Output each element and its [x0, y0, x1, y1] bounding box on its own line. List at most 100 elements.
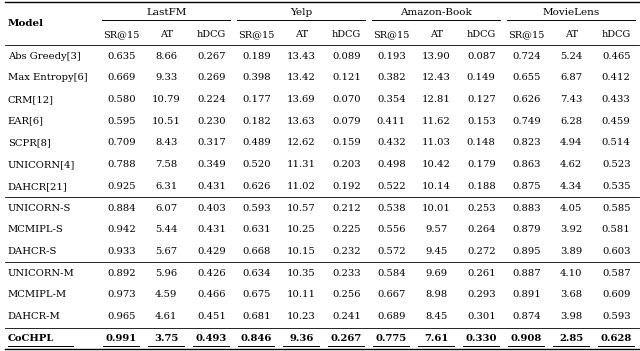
Text: 12.81: 12.81 [422, 95, 451, 104]
Text: 9.36: 9.36 [289, 334, 314, 343]
Text: CRM[12]: CRM[12] [8, 95, 54, 104]
Text: 0.212: 0.212 [332, 204, 361, 213]
Text: AT: AT [160, 30, 173, 39]
Text: 11.62: 11.62 [422, 117, 451, 126]
Text: 0.293: 0.293 [467, 290, 495, 299]
Text: 12.62: 12.62 [287, 138, 316, 147]
Text: 0.749: 0.749 [512, 117, 541, 126]
Text: 0.253: 0.253 [467, 204, 495, 213]
Text: 8.43: 8.43 [155, 138, 177, 147]
Text: 4.10: 4.10 [560, 269, 582, 278]
Text: 0.189: 0.189 [242, 52, 271, 61]
Text: 0.823: 0.823 [512, 138, 541, 147]
Text: AT: AT [564, 30, 578, 39]
Text: DAHCR-M: DAHCR-M [8, 312, 60, 321]
Text: 4.94: 4.94 [560, 138, 582, 147]
Text: 0.626: 0.626 [512, 95, 540, 104]
Text: SR@15: SR@15 [373, 30, 410, 39]
Text: 0.070: 0.070 [332, 95, 360, 104]
Text: 0.429: 0.429 [197, 247, 226, 256]
Text: 0.681: 0.681 [242, 312, 271, 321]
Text: hDCG: hDCG [332, 30, 361, 39]
Text: 0.675: 0.675 [242, 290, 271, 299]
Text: 0.465: 0.465 [602, 52, 630, 61]
Text: Yelp: Yelp [290, 8, 312, 17]
Text: MCMIPL-M: MCMIPL-M [8, 290, 67, 299]
Text: 10.57: 10.57 [287, 204, 316, 213]
Text: 0.942: 0.942 [107, 225, 136, 234]
Text: 10.35: 10.35 [287, 269, 316, 278]
Text: 0.875: 0.875 [512, 182, 541, 191]
Text: 0.269: 0.269 [197, 73, 226, 82]
Text: 0.892: 0.892 [107, 269, 136, 278]
Text: 0.261: 0.261 [467, 269, 495, 278]
Text: 0.925: 0.925 [107, 182, 136, 191]
Text: hDCG: hDCG [467, 30, 496, 39]
Text: SR@15: SR@15 [508, 30, 545, 39]
Text: 0.330: 0.330 [465, 334, 497, 343]
Text: 3.75: 3.75 [154, 334, 179, 343]
Text: 9.45: 9.45 [425, 247, 447, 256]
Text: hDCG: hDCG [602, 30, 631, 39]
Text: 0.148: 0.148 [467, 138, 496, 147]
Text: 0.724: 0.724 [512, 52, 541, 61]
Text: 0.883: 0.883 [512, 204, 541, 213]
Text: 0.933: 0.933 [107, 247, 136, 256]
Text: 0.628: 0.628 [600, 334, 632, 343]
Text: 4.62: 4.62 [560, 160, 582, 169]
Text: MCMIPL-S: MCMIPL-S [8, 225, 63, 234]
Text: 0.891: 0.891 [512, 290, 541, 299]
Text: 0.609: 0.609 [602, 290, 630, 299]
Text: 0.466: 0.466 [197, 290, 226, 299]
Text: 0.523: 0.523 [602, 160, 630, 169]
Text: 0.153: 0.153 [467, 117, 495, 126]
Text: 0.626: 0.626 [242, 182, 271, 191]
Text: 0.514: 0.514 [602, 138, 630, 147]
Text: 0.709: 0.709 [107, 138, 136, 147]
Text: 5.44: 5.44 [155, 225, 178, 234]
Text: 4.34: 4.34 [560, 182, 582, 191]
Text: 10.11: 10.11 [287, 290, 316, 299]
Text: 0.991: 0.991 [106, 334, 137, 343]
Text: 10.79: 10.79 [152, 95, 180, 104]
Text: SR@15: SR@15 [238, 30, 275, 39]
Text: 0.232: 0.232 [332, 247, 360, 256]
Text: 0.193: 0.193 [377, 52, 406, 61]
Text: 7.61: 7.61 [424, 334, 449, 343]
Text: Max Entropy[6]: Max Entropy[6] [8, 73, 87, 82]
Text: 0.411: 0.411 [377, 117, 406, 126]
Text: 13.69: 13.69 [287, 95, 316, 104]
Text: 0.595: 0.595 [107, 117, 136, 126]
Text: 0.498: 0.498 [377, 160, 406, 169]
Text: 0.159: 0.159 [332, 138, 361, 147]
Text: 0.788: 0.788 [107, 160, 136, 169]
Text: 0.459: 0.459 [602, 117, 630, 126]
Text: 0.149: 0.149 [467, 73, 496, 82]
Text: 0.121: 0.121 [332, 73, 361, 82]
Text: 0.433: 0.433 [602, 95, 630, 104]
Text: AT: AT [295, 30, 308, 39]
Text: 0.426: 0.426 [197, 269, 226, 278]
Text: 10.15: 10.15 [287, 247, 316, 256]
Text: 0.603: 0.603 [602, 247, 630, 256]
Text: 8.45: 8.45 [425, 312, 447, 321]
Text: 0.965: 0.965 [107, 312, 136, 321]
Text: 0.585: 0.585 [602, 204, 630, 213]
Text: 0.127: 0.127 [467, 95, 495, 104]
Text: 0.451: 0.451 [197, 312, 226, 321]
Text: 0.581: 0.581 [602, 225, 630, 234]
Text: 0.635: 0.635 [107, 52, 136, 61]
Text: 0.775: 0.775 [376, 334, 407, 343]
Text: 3.92: 3.92 [560, 225, 582, 234]
Text: 0.846: 0.846 [241, 334, 272, 343]
Text: 0.667: 0.667 [377, 290, 406, 299]
Text: 0.301: 0.301 [467, 312, 495, 321]
Text: UNICORN[4]: UNICORN[4] [8, 160, 75, 169]
Text: 0.089: 0.089 [332, 52, 360, 61]
Text: 0.887: 0.887 [512, 269, 541, 278]
Text: 0.634: 0.634 [242, 269, 271, 278]
Text: 6.87: 6.87 [560, 73, 582, 82]
Text: 7.43: 7.43 [560, 95, 582, 104]
Text: 0.203: 0.203 [332, 160, 360, 169]
Text: 0.493: 0.493 [196, 334, 227, 343]
